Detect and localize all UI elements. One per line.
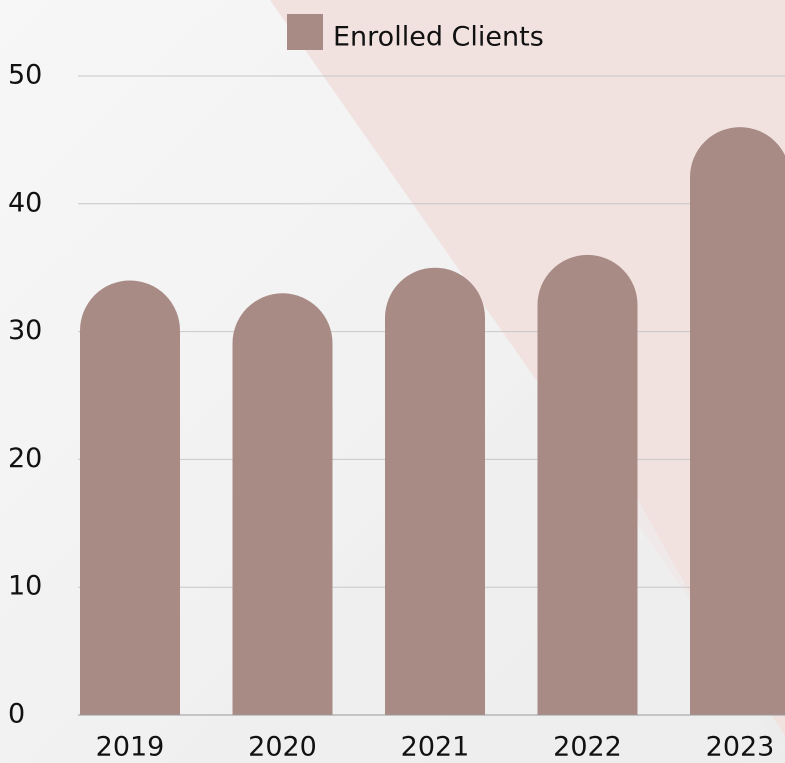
y-tick-label: 20 [8, 443, 42, 474]
x-tick-label: 2023 [706, 732, 775, 763]
bar [232, 293, 333, 715]
y-tick-label: 50 [8, 60, 42, 91]
x-tick-label: 2020 [248, 732, 317, 763]
bar [385, 267, 485, 715]
legend-swatch [287, 14, 323, 50]
y-tick-label: 10 [8, 571, 42, 602]
x-tick-label: 2021 [401, 732, 470, 763]
bar [690, 127, 785, 715]
legend-label: Enrolled Clients [333, 22, 544, 53]
y-tick-label: 40 [8, 187, 42, 218]
bar [80, 280, 180, 715]
bar [537, 254, 638, 715]
x-tick-label: 2022 [553, 732, 622, 763]
y-tick-label: 30 [8, 315, 42, 346]
y-tick-label: 0 [8, 699, 25, 730]
x-tick-label: 2019 [96, 732, 165, 763]
